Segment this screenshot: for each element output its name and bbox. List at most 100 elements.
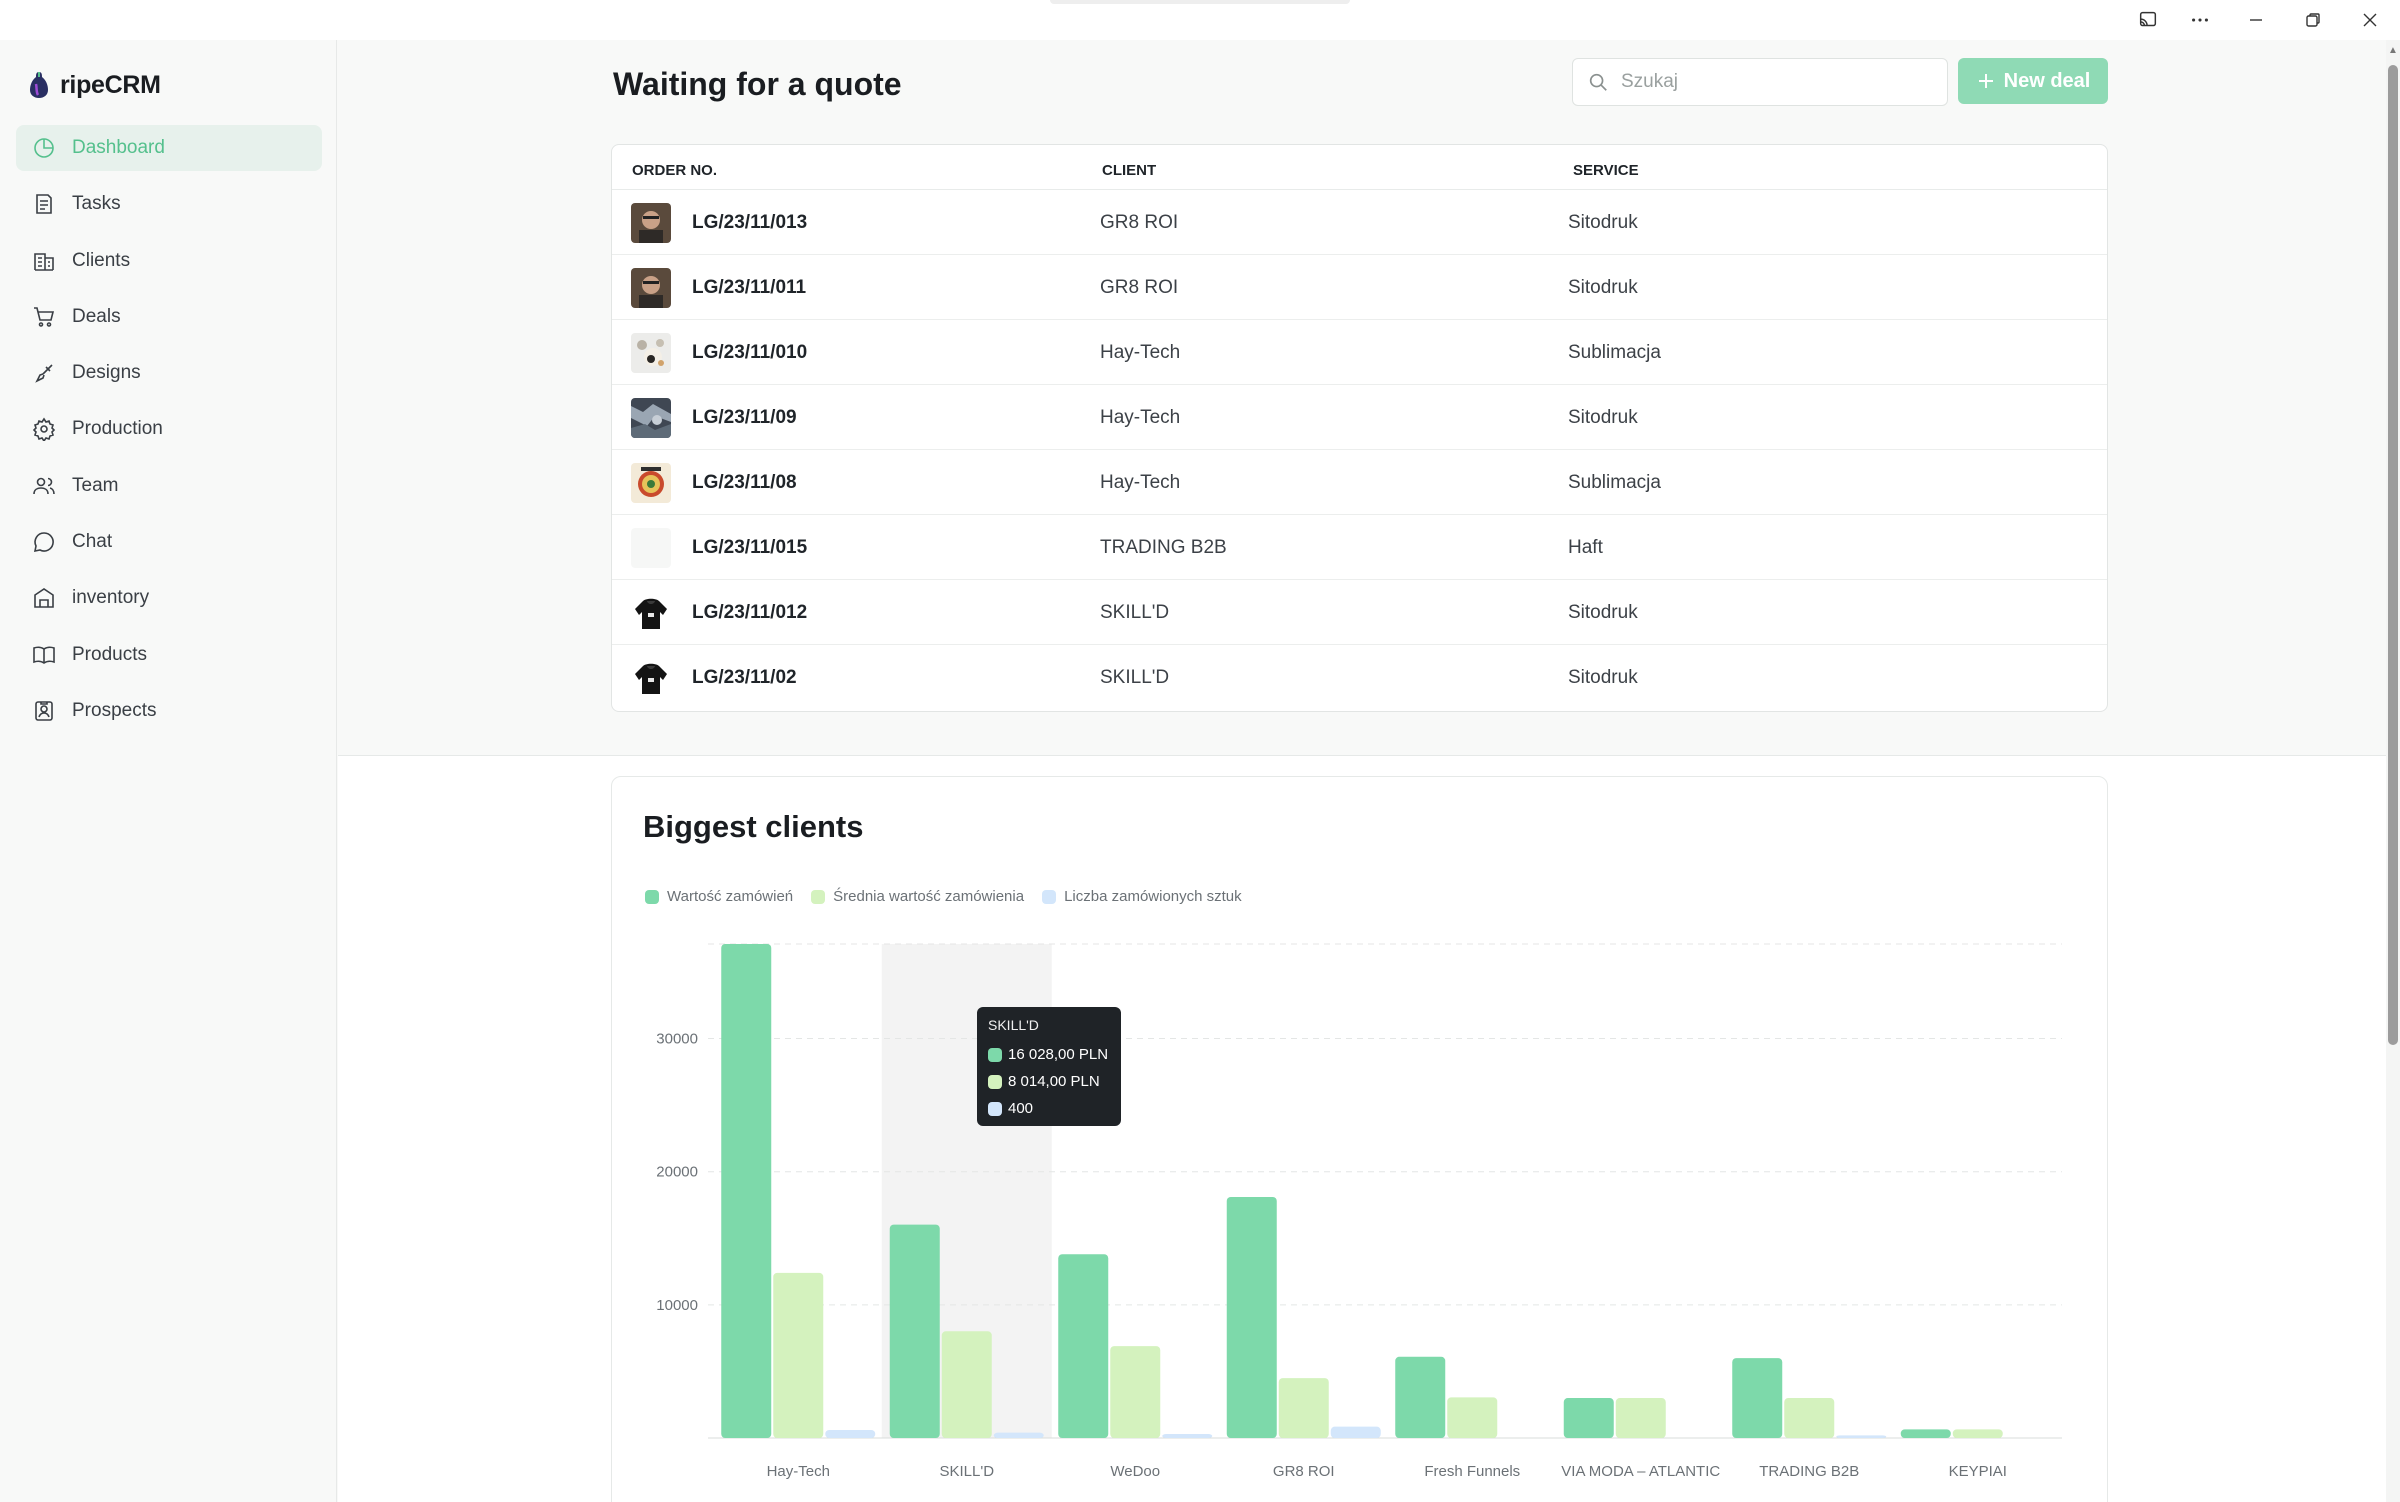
sidebar-item-label: Chat (72, 531, 113, 553)
table-row[interactable]: LG/23/11/013 GR8 ROI Sitodruk (612, 190, 2107, 255)
legend-swatch (1042, 889, 1057, 904)
order-number[interactable]: LG/23/11/08 (692, 472, 797, 493)
drag-handle[interactable] (1050, 0, 1350, 4)
sidebar-item-clients[interactable]: Clients (16, 238, 322, 284)
table-row[interactable]: LG/23/11/015 TRADING B2B Haft (612, 515, 2107, 580)
new-deal-label: New deal (2003, 69, 2091, 92)
contact-icon (35, 701, 53, 721)
table-row[interactable]: LG/23/11/011 GR8 ROI Sitodruk (612, 255, 2107, 320)
legend-swatch (811, 889, 826, 904)
sidebar: ripeCRM Dashboard Tasks Clients Deals De… (0, 40, 337, 1502)
order-number[interactable]: LG/23/11/012 (692, 602, 808, 623)
y-tick-label: 10000 (656, 1297, 698, 1314)
order-thumbnail (631, 528, 671, 568)
order-number[interactable]: LG/23/11/09 (692, 407, 797, 428)
biggest-clients-card: Biggest clients Wartość zamówień Średnia… (611, 776, 2108, 1502)
bar (825, 1430, 876, 1438)
cast-icon[interactable] (2120, 0, 2176, 40)
bar (1563, 1398, 1614, 1438)
sidebar-item-prospects[interactable]: Prospects (16, 688, 322, 734)
order-thumbnail (631, 268, 671, 308)
sidebar-item-label: Designs (72, 362, 141, 384)
bar (1330, 1426, 1381, 1438)
order-number[interactable]: LG/23/11/011 (692, 277, 807, 298)
tooltip-value: 8 014,00 PLN (1008, 1073, 1100, 1090)
bar (1952, 1429, 2003, 1438)
x-tick-label: Fresh Funnels (1424, 1463, 1520, 1480)
order-number[interactable]: LG/23/11/02 (692, 667, 797, 688)
order-thumbnail (631, 593, 671, 633)
table-row[interactable]: LG/23/11/02 SKILL'D Sitodruk (612, 645, 2107, 710)
chart-title: Biggest clients (643, 809, 864, 844)
sidebar-item-team[interactable]: Team (16, 463, 322, 509)
chart-section: Biggest clients Wartość zamówień Średnia… (338, 755, 2387, 1502)
order-thumbnail (631, 463, 671, 503)
table-row[interactable]: LG/23/11/09 Hay-Tech Sitodruk (612, 385, 2107, 450)
brush-icon (35, 364, 53, 383)
new-deal-button[interactable]: New deal (1958, 58, 2108, 104)
sidebar-item-deals[interactable]: Deals (16, 294, 322, 340)
sidebar-item-label: inventory (72, 587, 150, 609)
brand[interactable]: ripeCRM (28, 70, 161, 100)
x-tick-label: KEYPIAI (1949, 1463, 2007, 1480)
legend-swatch (645, 889, 659, 904)
column-header-service[interactable]: SERVICE (1573, 162, 1639, 179)
order-number[interactable]: LG/23/11/015 (692, 537, 808, 558)
service-name: Sublimacja (1568, 342, 1661, 363)
order-thumbnail (631, 398, 671, 438)
warehouse-icon (34, 588, 54, 609)
bar (1058, 1254, 1109, 1438)
sidebar-item-dashboard[interactable]: Dashboard (16, 125, 322, 171)
search-input[interactable] (1621, 71, 1921, 93)
service-name: Sublimacja (1568, 472, 1661, 493)
table-header: ORDER NO. CLIENT SERVICE (612, 145, 2107, 190)
table-row[interactable]: LG/23/11/08 Hay-Tech Sublimacja (612, 450, 2107, 515)
app-name: ripeCRM (60, 70, 161, 99)
legend-item[interactable]: Średnia wartość zamówienia (811, 888, 1024, 905)
legend-item[interactable]: Wartość zamówień (645, 888, 793, 905)
team-icon (33, 477, 55, 494)
order-number[interactable]: LG/23/11/010 (692, 342, 808, 363)
gear-icon (32, 418, 56, 442)
tooltip-swatch (988, 1047, 1002, 1062)
column-header-order[interactable]: ORDER NO. (632, 162, 718, 179)
tooltip-title: SKILL'D (988, 1017, 1039, 1033)
restore-icon[interactable] (2285, 0, 2341, 40)
sidebar-item-label: Team (72, 474, 119, 496)
quotes-table: ORDER NO. CLIENT SERVICE LG/23/11/013 GR… (611, 144, 2108, 712)
client-name: Hay-Tech (1100, 342, 1181, 363)
sidebar-item-chat[interactable]: Chat (16, 519, 322, 565)
sidebar-item-label: Tasks (72, 193, 121, 215)
table-row[interactable]: LG/23/11/010 Hay-Tech Sublimacja (612, 320, 2107, 385)
search-icon (1589, 73, 1607, 91)
table-row[interactable]: LG/23/11/012 SKILL'D Sitodruk (612, 580, 2107, 645)
legend-item[interactable]: Liczba zamówionych sztuk (1042, 888, 1242, 905)
minimize-icon[interactable] (2228, 0, 2284, 40)
service-name: Sitodruk (1568, 407, 1638, 428)
sidebar-item-production[interactable]: Production (16, 406, 322, 452)
close-icon[interactable] (2342, 0, 2398, 40)
bar (941, 1331, 992, 1438)
bar (993, 1432, 1044, 1438)
more-icon[interactable] (2172, 0, 2228, 40)
scrollbar[interactable]: ▲ (2386, 40, 2400, 1502)
bar (1732, 1358, 1783, 1438)
order-number[interactable]: LG/23/11/013 (692, 212, 808, 233)
sidebar-item-designs[interactable]: Designs (16, 350, 322, 396)
column-header-client[interactable]: CLIENT (1102, 162, 1157, 179)
quotes-section: Waiting for a quote New deal ORDER NO. C… (338, 40, 2387, 755)
page-title: Waiting for a quote (613, 66, 902, 102)
x-tick-label: GR8 ROI (1273, 1463, 1335, 1480)
search-field[interactable] (1572, 58, 1948, 106)
client-name: GR8 ROI (1100, 212, 1179, 233)
scroll-up-icon[interactable]: ▲ (2388, 45, 2398, 56)
sidebar-item-tasks[interactable]: Tasks (16, 181, 322, 227)
dashboard-icon (34, 138, 54, 158)
x-tick-label: WeDoo (1110, 1463, 1160, 1480)
client-name: Hay-Tech (1100, 407, 1181, 428)
y-tick-label: 20000 (656, 1164, 698, 1181)
sidebar-item-products[interactable]: Products (16, 632, 322, 678)
sidebar-item-inventory[interactable]: inventory (16, 575, 322, 621)
x-tick-label: TRADING B2B (1759, 1463, 1859, 1480)
scroll-thumb[interactable] (2388, 65, 2398, 1045)
